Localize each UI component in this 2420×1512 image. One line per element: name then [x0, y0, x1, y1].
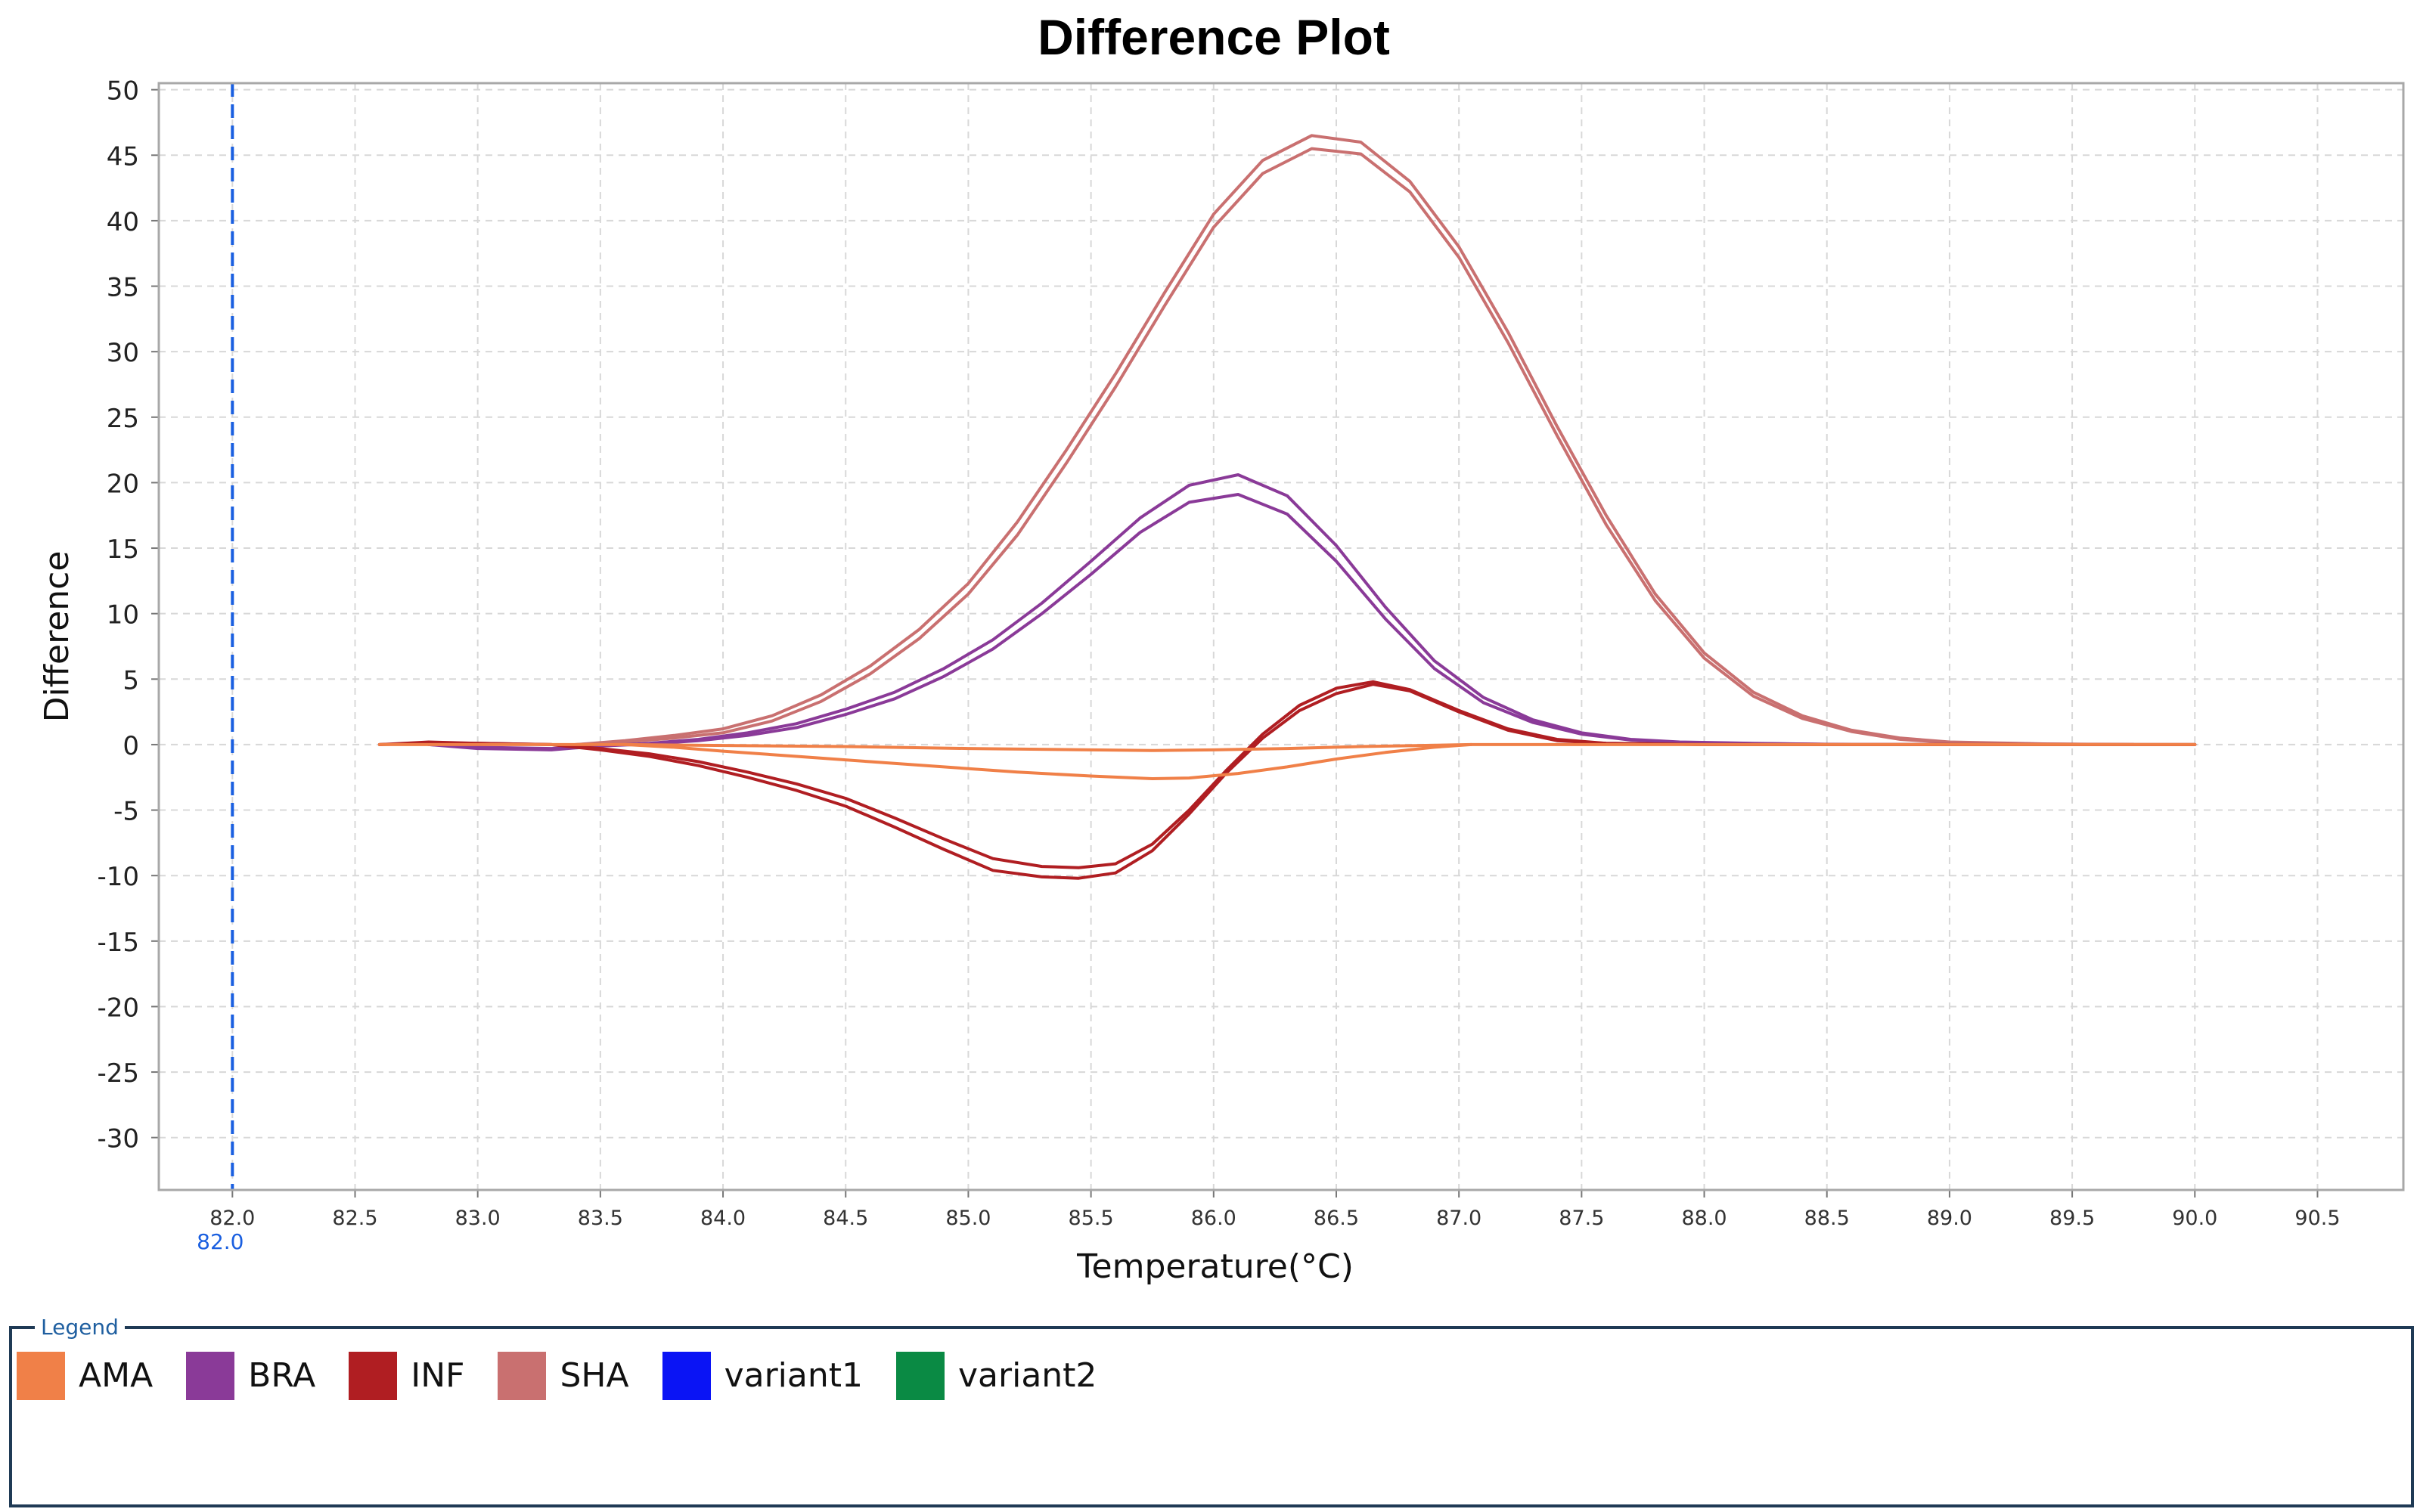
y-axis-label: Difference [38, 551, 76, 723]
legend-item-ama[interactable]: AMA [17, 1352, 153, 1400]
legend-label: INF [411, 1356, 465, 1395]
legend-label: variant2 [958, 1356, 1097, 1395]
y-tick-label: -20 [97, 993, 139, 1023]
y-tick-label: 20 [107, 469, 139, 499]
legend-item-bra[interactable]: BRA [186, 1352, 315, 1400]
x-tick-label: 89.0 [1927, 1207, 1972, 1230]
legend-label: AMA [79, 1356, 154, 1395]
x-tick-label: 87.0 [1436, 1207, 1481, 1230]
x-tick-label: 85.0 [945, 1207, 991, 1230]
y-tick-label: 5 [123, 665, 139, 696]
y-tick-label: -5 [113, 797, 139, 827]
legend-swatch [498, 1352, 547, 1400]
legend-item-variant2[interactable]: variant2 [896, 1352, 1097, 1400]
axis-layer: 50454035302520151050-5-10-15-20-25-3082.… [97, 76, 2340, 1230]
x-tick-label: 88.0 [1681, 1207, 1727, 1230]
x-tick-label: 86.0 [1191, 1207, 1236, 1230]
legend-swatch [186, 1352, 235, 1400]
series-line-ama [623, 742, 1473, 780]
series-line-ama [377, 742, 2197, 752]
x-tick-label: 83.5 [578, 1207, 623, 1230]
legend-swatch [896, 1352, 945, 1400]
difference-plot-chart: Difference Plot 50454035302520151050-5-1… [38, 9, 2405, 1286]
legend-swatch [662, 1352, 711, 1400]
temperature-marker-readout: 82.0 [197, 1229, 244, 1254]
legend-swatch [349, 1352, 398, 1400]
x-tick-label: 84.5 [823, 1207, 868, 1230]
series-line-sha [574, 147, 2136, 746]
x-axis-label: Temperature(°C) [1076, 1247, 1354, 1286]
y-tick-label: 40 [107, 207, 139, 237]
y-tick-label: 15 [107, 534, 139, 565]
x-tick-label: 83.0 [455, 1207, 501, 1230]
x-tick-label: 82.0 [209, 1207, 255, 1230]
y-tick-label: -25 [97, 1058, 139, 1089]
legend-items: AMA BRA INF SHA variant1 variant2 [17, 1352, 1130, 1400]
x-tick-label: 90.0 [2172, 1207, 2217, 1230]
series-line-sha [574, 134, 2136, 746]
x-tick-label: 86.5 [1314, 1207, 1359, 1230]
y-tick-label: 0 [123, 731, 139, 761]
marker-layer[interactable]: 82.0 [197, 83, 244, 1254]
legend-swatch [17, 1352, 65, 1400]
grid-layer [159, 83, 2403, 1190]
legend-label: SHA [560, 1356, 629, 1395]
y-tick-label: -30 [97, 1124, 139, 1154]
x-tick-label: 87.5 [1559, 1207, 1604, 1230]
y-tick-label: -10 [97, 862, 139, 892]
x-tick-label: 82.5 [332, 1207, 377, 1230]
y-tick-label: -15 [97, 928, 139, 958]
plot-area-frame [157, 82, 2405, 1191]
chart-title: Difference Plot [1038, 9, 1390, 65]
y-tick-label: 25 [107, 404, 139, 434]
series-line-inf [377, 680, 2197, 869]
x-tick-label: 85.5 [1069, 1207, 1114, 1230]
legend-label: BRA [248, 1356, 316, 1395]
series-line-bra [427, 473, 1951, 751]
legend-item-sha[interactable]: SHA [498, 1352, 629, 1400]
x-tick-label: 89.5 [2049, 1207, 2095, 1230]
legend-item-variant1[interactable]: variant1 [662, 1352, 863, 1400]
x-tick-label: 88.5 [1804, 1207, 1850, 1230]
legend-label: variant1 [724, 1356, 863, 1395]
series-line-bra [427, 493, 1951, 751]
legend-panel: Legend AMA BRA INF SHA variant1 variant2 [9, 1312, 2414, 1507]
legend-item-inf[interactable]: INF [349, 1352, 464, 1400]
legend-title: Legend [35, 1312, 125, 1343]
y-tick-label: 10 [107, 600, 139, 631]
y-tick-label: 45 [107, 141, 139, 172]
series-line-inf [377, 683, 2197, 880]
series-layer [377, 134, 2197, 880]
y-tick-label: 50 [107, 76, 139, 107]
y-tick-label: 35 [107, 273, 139, 303]
y-tick-label: 30 [107, 338, 139, 368]
x-tick-label: 84.0 [700, 1207, 746, 1230]
x-tick-label: 90.5 [2294, 1207, 2340, 1230]
